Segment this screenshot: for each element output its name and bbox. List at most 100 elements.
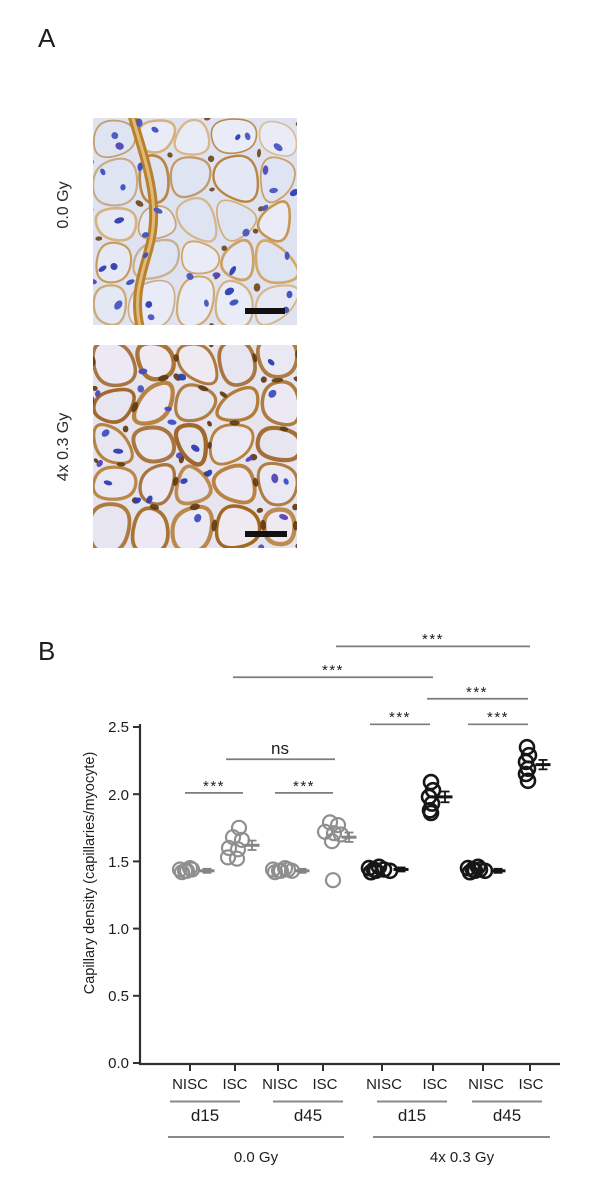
panel-b-label: B [38, 636, 55, 666]
nucleus [191, 444, 200, 452]
day-label-d45-ctrl: d45 [294, 1106, 322, 1125]
capillary-stain [198, 385, 209, 392]
capillary-stain [245, 332, 252, 340]
data-point [220, 839, 238, 857]
myocyte-cell [210, 118, 258, 155]
myocyte-cell [130, 506, 170, 548]
data-point [177, 862, 195, 879]
myocyte-cell [254, 239, 297, 285]
capillary-stain [303, 277, 312, 285]
myocyte-cell [131, 425, 177, 464]
capillary-stain [82, 554, 89, 560]
data-point [323, 833, 341, 850]
panel-a-label: A [38, 23, 56, 53]
capillary-stain [292, 503, 297, 511]
myocyte-cell [255, 345, 297, 379]
nucleus [244, 132, 251, 141]
myocyte-cell [93, 502, 132, 548]
myocyte-cell [173, 422, 209, 467]
nucleus [186, 273, 194, 280]
capillary-stain [295, 121, 297, 127]
myocyte-cell [256, 461, 297, 507]
capillary-stain [135, 200, 144, 207]
data-point [219, 849, 237, 866]
capillary-stain [158, 374, 169, 382]
day-label-d45-irr: d45 [493, 1106, 521, 1125]
group-NISC-d45-0gy [264, 859, 310, 881]
scale-bar [245, 531, 287, 537]
nucleus [268, 389, 277, 398]
capillary-stain [252, 228, 259, 234]
data-point [321, 814, 339, 831]
sig-label-ns: ns [271, 739, 289, 758]
nucleus [141, 232, 150, 238]
y-tick-0.0: 0.0 [108, 1055, 129, 1072]
nucleus [212, 272, 221, 278]
capillary-stain [93, 385, 98, 391]
group-label-nisc-1: NISC [172, 1076, 208, 1093]
nucleus [261, 204, 269, 211]
axes [133, 724, 560, 1071]
panel-b: B Capillary density (capillaries/myocyte… [38, 631, 560, 1166]
capillary-stain [260, 376, 267, 383]
capillary-stain [173, 354, 179, 362]
nucleus [271, 473, 279, 484]
nucleus [283, 478, 289, 485]
group-ISC-d45-4x03gy [517, 738, 551, 790]
data-point [183, 861, 201, 878]
nucleus [93, 278, 97, 285]
y-axis-label: Capillary density (capillaries/myocyte) [82, 752, 98, 995]
y-tick-labels: 0.0 0.5 1.0 1.5 2.0 2.5 [108, 719, 129, 1072]
capillary-stain [229, 420, 240, 426]
myocyte-cell [261, 507, 297, 547]
group-label-nisc-4: NISC [468, 1076, 504, 1093]
nucleus [145, 301, 153, 308]
myocyte-cell [175, 196, 218, 243]
nucleus [146, 495, 153, 504]
capillary-stain [95, 236, 103, 241]
nucleus [242, 228, 250, 237]
myocyte-cell [170, 504, 215, 548]
nucleus [229, 266, 237, 276]
nucleus [235, 134, 241, 141]
capillary-stain [85, 334, 94, 342]
nucleus [100, 168, 106, 176]
nucleus [169, 554, 177, 560]
capillary-stain [279, 426, 289, 432]
myocyte-cell [131, 380, 175, 426]
nucleus [133, 497, 142, 504]
capillary-stain [293, 520, 297, 531]
group-label-isc-2: ISC [312, 1076, 337, 1093]
capillary-stain [85, 206, 92, 212]
capillary-stain [252, 477, 259, 487]
blood-vessel-lumen [131, 118, 156, 325]
group-label-nisc-2: NISC [262, 1076, 298, 1093]
day-labels: d15 d45 d15 d45 [191, 1106, 521, 1125]
data-point [272, 862, 290, 879]
capillary-stain [207, 420, 212, 427]
sig-label-1: *** [203, 778, 225, 795]
nucleus [120, 184, 126, 191]
myocyte-cell [255, 425, 297, 463]
significance-bars [185, 645, 530, 794]
dot-plot [133, 645, 560, 1138]
capillary-stain [253, 283, 261, 292]
capillary-stain [167, 152, 173, 158]
nucleus [96, 459, 103, 468]
myocyte-cell [260, 380, 297, 427]
capillary-stain [100, 555, 109, 561]
myocyte-cell [212, 154, 260, 203]
group-label-isc-4: ISC [518, 1076, 543, 1093]
group-NISC-d15-4x03gy [360, 858, 409, 881]
myocyte-cell [180, 240, 221, 275]
capillary-stain [207, 155, 215, 163]
significance-labels: *** *** ns *** *** *** *** *** [203, 631, 508, 795]
group-NISC-d15-0gy [171, 859, 215, 881]
nucleus [289, 188, 297, 197]
group-label-nisc-3: NISC [366, 1076, 402, 1093]
capillary-stain [293, 376, 297, 382]
myocyte-cell [174, 464, 213, 506]
nucleus [205, 469, 213, 477]
capillary-stain [172, 476, 179, 486]
